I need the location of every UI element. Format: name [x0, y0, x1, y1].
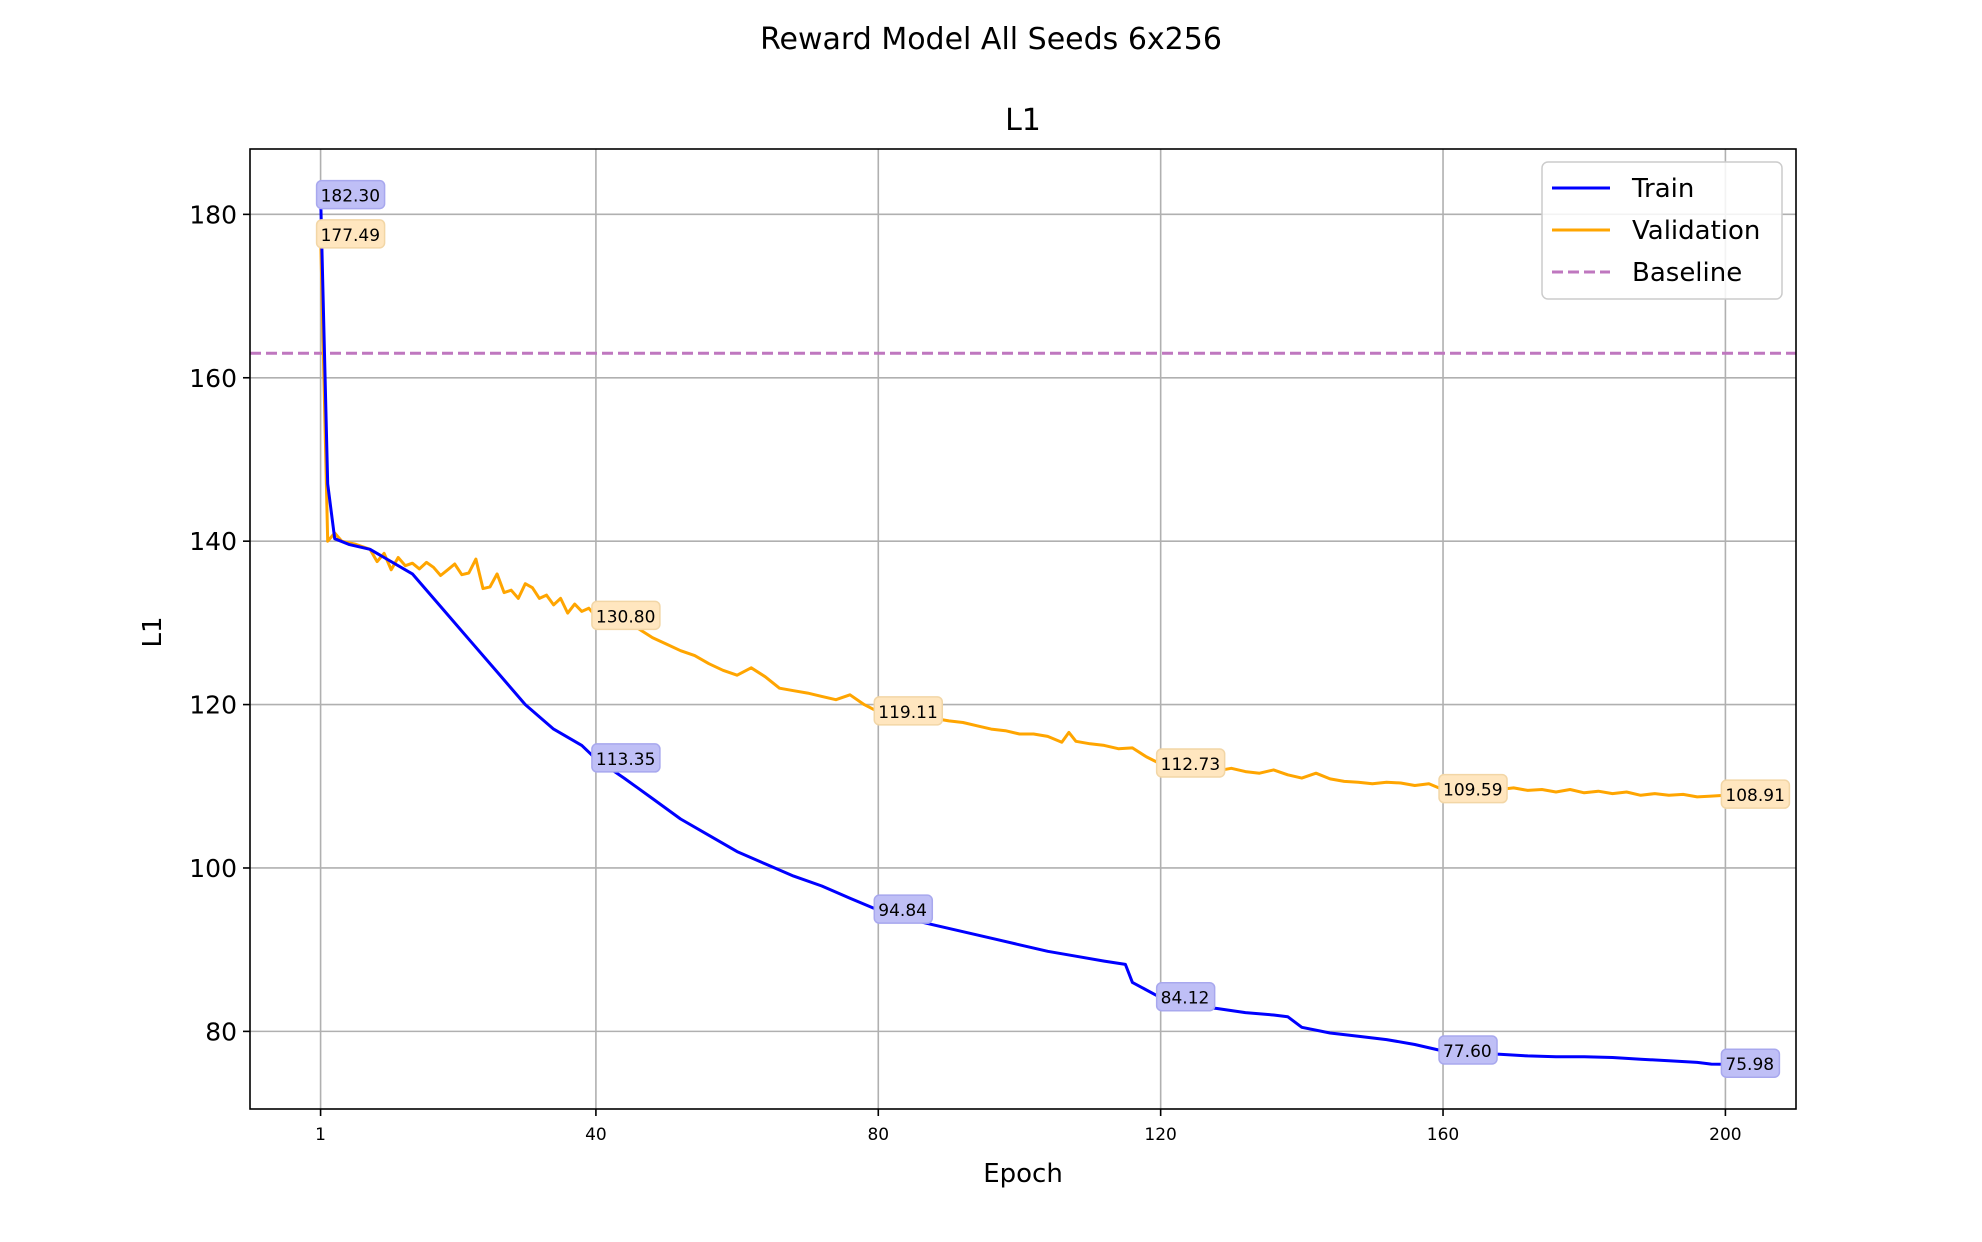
y-tick-label: 140 [189, 527, 237, 556]
legend-label: Train [1631, 174, 1694, 204]
data-label-train: 94.84 [873, 894, 934, 924]
x-tick-label: 80 [867, 1125, 889, 1145]
data-label-box [591, 743, 661, 773]
series-line-validation [319, 234, 1726, 799]
data-label-text: 109.59 [1443, 781, 1502, 801]
data-label-validation: 119.11 [873, 696, 944, 726]
data-label-text: 77.60 [1443, 1042, 1492, 1062]
legend-label: Baseline [1632, 258, 1742, 288]
data-label-text: 130.80 [596, 607, 655, 627]
x-tick-label: 40 [585, 1125, 607, 1145]
x-axis-label: Epoch [983, 1159, 1063, 1189]
y-tick-label: 160 [189, 364, 237, 393]
data-labels: 182.30 177.49 130.80 113.35 119.11 94.84 112.7… [315, 179, 1791, 1078]
data-label-box [1155, 981, 1216, 1012]
data-label-text: 177.49 [321, 226, 380, 246]
data-label-box [315, 219, 386, 249]
data-label-box [315, 179, 386, 210]
y-tick-label: 180 [189, 200, 237, 229]
grid [250, 149, 1796, 1109]
data-label-box [1720, 1048, 1781, 1078]
y-axis-label: L1 [138, 616, 168, 647]
data-label-train: 113.35 [591, 743, 661, 773]
data-label-box [1720, 779, 1791, 809]
data-label-validation: 130.80 [591, 600, 661, 631]
data-label-text: 84.12 [1161, 989, 1210, 1009]
figure-suptitle: Reward Model All Seeds 6x256 [760, 22, 1222, 57]
y-tick-label: 120 [189, 691, 237, 720]
series-lines [319, 195, 1726, 1066]
x-tick-label: 120 [1144, 1125, 1176, 1145]
y-tick-label: 80 [205, 1017, 237, 1046]
data-label-box [1438, 773, 1508, 804]
data-label-box [873, 894, 934, 924]
data-label-box [873, 696, 944, 726]
data-label-validation: 112.73 [1155, 748, 1226, 778]
data-label-train: 84.12 [1155, 981, 1216, 1012]
x-tick-label: 200 [1709, 1125, 1741, 1145]
data-label-box [1155, 748, 1226, 778]
data-label-text: 112.73 [1161, 755, 1220, 775]
plot-area-frame [249, 148, 1797, 1110]
chart-title: L1 [1005, 103, 1041, 138]
legend-box [1541, 161, 1783, 300]
legend: Train Validation Baseline [1541, 161, 1783, 300]
data-label-train: 75.98 [1720, 1048, 1781, 1078]
y-tick-label: 100 [189, 854, 237, 883]
data-label-text: 113.35 [596, 750, 655, 770]
data-label-box [591, 600, 661, 631]
data-label-train: 182.30 [315, 179, 386, 210]
data-label-validation: 108.91 [1720, 779, 1791, 809]
data-label-text: 119.11 [878, 703, 937, 723]
data-label-validation: 177.49 [315, 219, 386, 249]
data-label-text: 182.30 [321, 187, 380, 207]
x-tick-label: 160 [1427, 1125, 1459, 1145]
data-label-text: 108.91 [1725, 786, 1784, 806]
data-label-text: 75.98 [1725, 1055, 1774, 1075]
data-label-text: 94.84 [878, 901, 927, 921]
series-line-train [319, 195, 1726, 1066]
data-label-validation: 109.59 [1438, 773, 1508, 804]
legend-label: Validation [1632, 216, 1760, 246]
data-label-box [1438, 1035, 1498, 1065]
x-tick-label: 1 [315, 1125, 326, 1145]
data-label-train: 77.60 [1438, 1035, 1498, 1065]
